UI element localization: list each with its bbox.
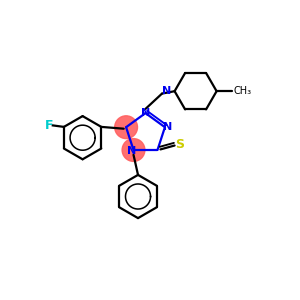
Text: N: N xyxy=(163,122,172,132)
Text: S: S xyxy=(175,138,184,152)
Text: CH₃: CH₃ xyxy=(234,86,252,96)
Text: F: F xyxy=(45,119,53,132)
Text: N: N xyxy=(141,107,150,118)
Text: N: N xyxy=(128,146,136,156)
Circle shape xyxy=(115,116,137,139)
Circle shape xyxy=(122,139,145,161)
Text: N: N xyxy=(162,86,171,96)
